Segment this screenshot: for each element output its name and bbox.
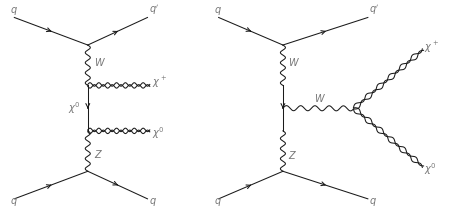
Text: $W$: $W$ [94, 57, 106, 68]
Text: $\chi^0$: $\chi^0$ [424, 161, 437, 177]
Text: $W$: $W$ [288, 57, 301, 68]
Text: $q$: $q$ [369, 196, 377, 208]
Text: $q$: $q$ [149, 196, 157, 208]
Text: $q'$: $q'$ [369, 3, 380, 16]
Text: $\chi^+$: $\chi^+$ [424, 40, 439, 55]
Text: $q$: $q$ [10, 196, 18, 208]
Text: $Z$: $Z$ [288, 149, 298, 161]
Text: $\chi^0$: $\chi^0$ [68, 100, 81, 116]
Text: $q$: $q$ [10, 5, 18, 16]
Text: $q'$: $q'$ [149, 3, 159, 16]
Text: $\chi^+$: $\chi^+$ [152, 75, 166, 90]
Text: $\chi^0$: $\chi^0$ [152, 125, 164, 141]
Text: $q$: $q$ [214, 5, 222, 16]
Text: $W$: $W$ [314, 92, 326, 104]
Text: $q$: $q$ [214, 196, 222, 208]
Text: $Z$: $Z$ [94, 148, 103, 160]
